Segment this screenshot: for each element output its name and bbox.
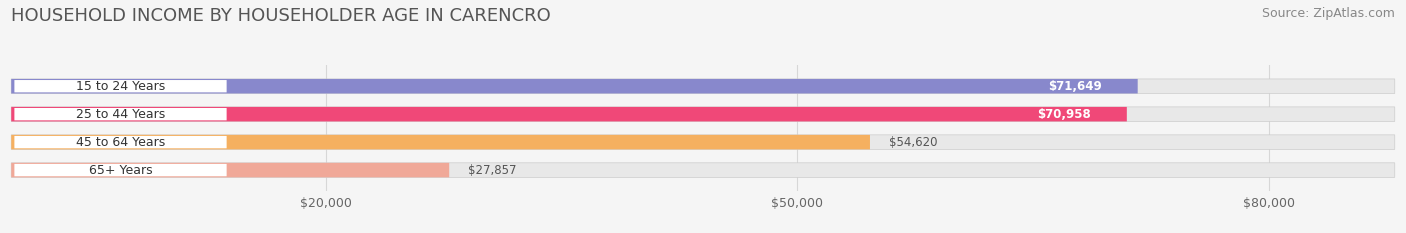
FancyBboxPatch shape — [14, 80, 226, 93]
Text: HOUSEHOLD INCOME BY HOUSEHOLDER AGE IN CARENCRO: HOUSEHOLD INCOME BY HOUSEHOLDER AGE IN C… — [11, 7, 551, 25]
FancyBboxPatch shape — [11, 107, 1126, 121]
Text: 45 to 64 Years: 45 to 64 Years — [76, 136, 165, 149]
FancyBboxPatch shape — [1010, 109, 1119, 119]
FancyBboxPatch shape — [11, 163, 449, 177]
FancyBboxPatch shape — [11, 163, 1395, 177]
FancyBboxPatch shape — [14, 108, 226, 120]
Text: $27,857: $27,857 — [468, 164, 516, 177]
FancyBboxPatch shape — [11, 79, 1137, 93]
FancyBboxPatch shape — [11, 135, 1395, 149]
Text: $54,620: $54,620 — [889, 136, 938, 149]
FancyBboxPatch shape — [14, 164, 226, 176]
FancyBboxPatch shape — [11, 135, 870, 149]
Text: 65+ Years: 65+ Years — [89, 164, 152, 177]
Text: 15 to 24 Years: 15 to 24 Years — [76, 80, 165, 93]
Text: $71,649: $71,649 — [1047, 80, 1102, 93]
FancyBboxPatch shape — [14, 136, 226, 148]
Text: $70,958: $70,958 — [1038, 108, 1091, 121]
Text: Source: ZipAtlas.com: Source: ZipAtlas.com — [1261, 7, 1395, 20]
FancyBboxPatch shape — [1019, 81, 1130, 91]
FancyBboxPatch shape — [11, 107, 1395, 121]
Text: 25 to 44 Years: 25 to 44 Years — [76, 108, 165, 121]
FancyBboxPatch shape — [11, 79, 1395, 93]
